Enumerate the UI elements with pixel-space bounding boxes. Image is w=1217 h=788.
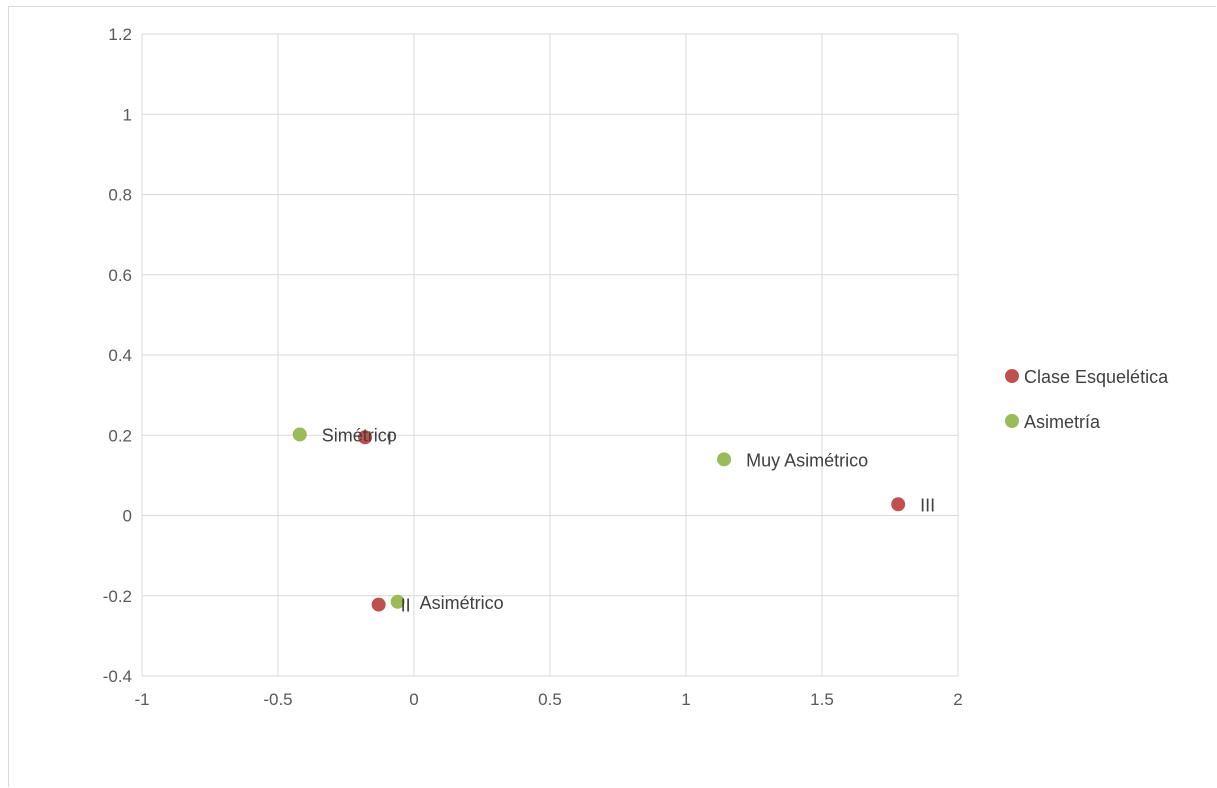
x-tick-label: 0 — [409, 690, 418, 709]
x-tick-label: 1.5 — [810, 690, 834, 709]
legend-marker — [1005, 369, 1019, 383]
data-label: Asimétrico — [420, 593, 504, 613]
data-point — [717, 452, 732, 467]
data-label: III — [920, 495, 935, 515]
y-tick-label: 0.2 — [108, 426, 132, 445]
data-label: Muy Asimétrico — [746, 450, 868, 470]
y-tick-label: -0.4 — [103, 667, 132, 686]
data-label: II — [401, 596, 411, 616]
data-point — [371, 597, 386, 612]
data-point — [358, 430, 373, 445]
data-label: Simétrico — [322, 425, 397, 445]
data-point — [891, 497, 906, 512]
x-tick-label: 2 — [953, 690, 962, 709]
gridlines — [141, 33, 959, 677]
x-tick-label: 1 — [681, 690, 690, 709]
x-tick-label: -1 — [134, 690, 149, 709]
chart-area — [8, 6, 1216, 787]
x-axis-tick-labels: -1 -0.5 0 0.5 1 1.5 2 — [134, 690, 962, 709]
y-axis-tick-labels: -0.4 -0.2 0 0.2 0.4 0.6 0.8 1 1.2 — [103, 25, 132, 686]
data-label: I — [387, 428, 392, 448]
data-point — [292, 427, 307, 442]
x-tick-label: 0.5 — [538, 690, 562, 709]
y-tick-label: 1.2 — [108, 25, 132, 44]
y-tick-label: 0 — [123, 507, 132, 526]
legend-marker — [1005, 414, 1019, 428]
y-tick-label: -0.2 — [103, 587, 132, 606]
data-points — [292, 427, 906, 612]
y-tick-label: 0.4 — [108, 346, 132, 365]
y-tick-label: 1 — [123, 105, 132, 124]
y-tick-label: 0.6 — [108, 266, 132, 285]
legend-label: Asimetría — [1024, 412, 1101, 432]
legend: Clase Esquelética Asimetría — [1005, 367, 1169, 432]
x-tick-label: -0.5 — [263, 690, 292, 709]
y-tick-label: 0.8 — [108, 186, 132, 205]
legend-label: Clase Esquelética — [1024, 367, 1169, 387]
data-point — [390, 594, 405, 609]
